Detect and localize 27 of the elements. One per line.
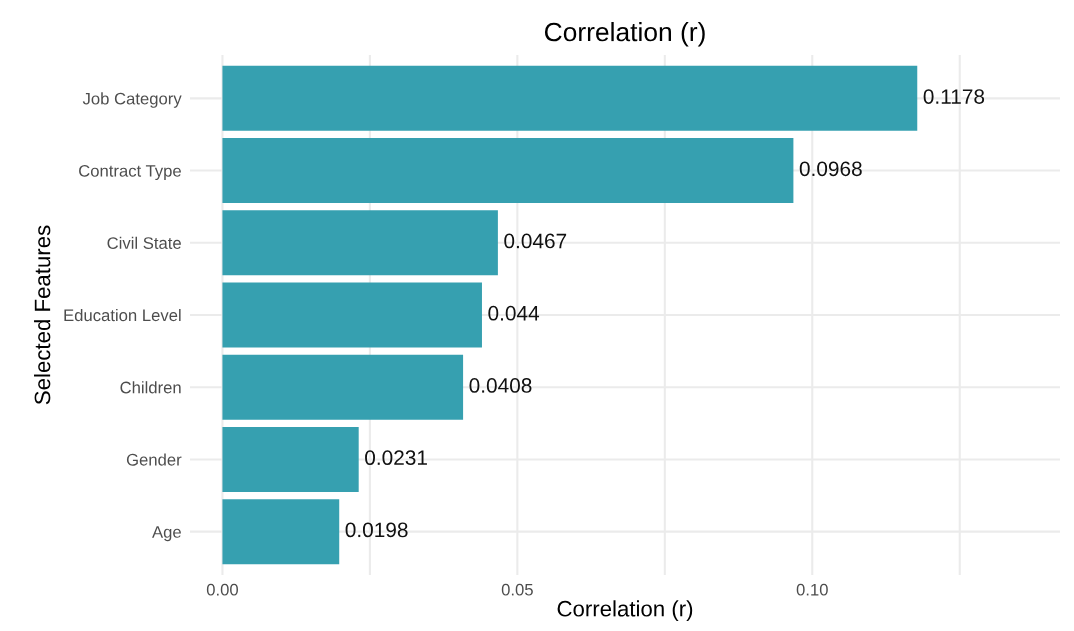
data-label: 0.1178	[923, 89, 985, 104]
x-axis-title: Correlation (r)	[557, 600, 693, 621]
y-tick-label: Civil State	[107, 236, 181, 249]
data-label: 0.044	[488, 305, 540, 321]
x-tick-label: 0.10	[796, 583, 828, 596]
bar	[222, 426, 359, 492]
x-tick-label: 0.00	[206, 583, 239, 596]
data-label: 0.0198	[345, 522, 408, 538]
data-label: 0.0231	[365, 450, 427, 466]
y-tick-label: Gender	[126, 453, 182, 466]
data-label: 0.0467	[504, 233, 567, 249]
chart-title: Correlation (r)	[544, 21, 705, 47]
y-tick-label: Children	[120, 381, 181, 394]
data-label: 0.0408	[469, 378, 532, 393]
y-tick-label: Age	[152, 526, 181, 542]
y-tick-label: Contract Type	[79, 164, 181, 181]
bar	[222, 499, 340, 565]
x-tick-label: 0.05	[501, 583, 533, 596]
bar	[222, 210, 498, 276]
bar	[222, 65, 918, 131]
bar	[222, 282, 482, 348]
y-tick-label: Job Category	[82, 92, 182, 108]
bar	[222, 354, 464, 420]
y-axis-title: Selected Features	[34, 225, 51, 405]
bar	[222, 138, 794, 204]
y-tick-label: Education Level	[64, 308, 181, 322]
data-label: 0.0968	[799, 161, 862, 177]
